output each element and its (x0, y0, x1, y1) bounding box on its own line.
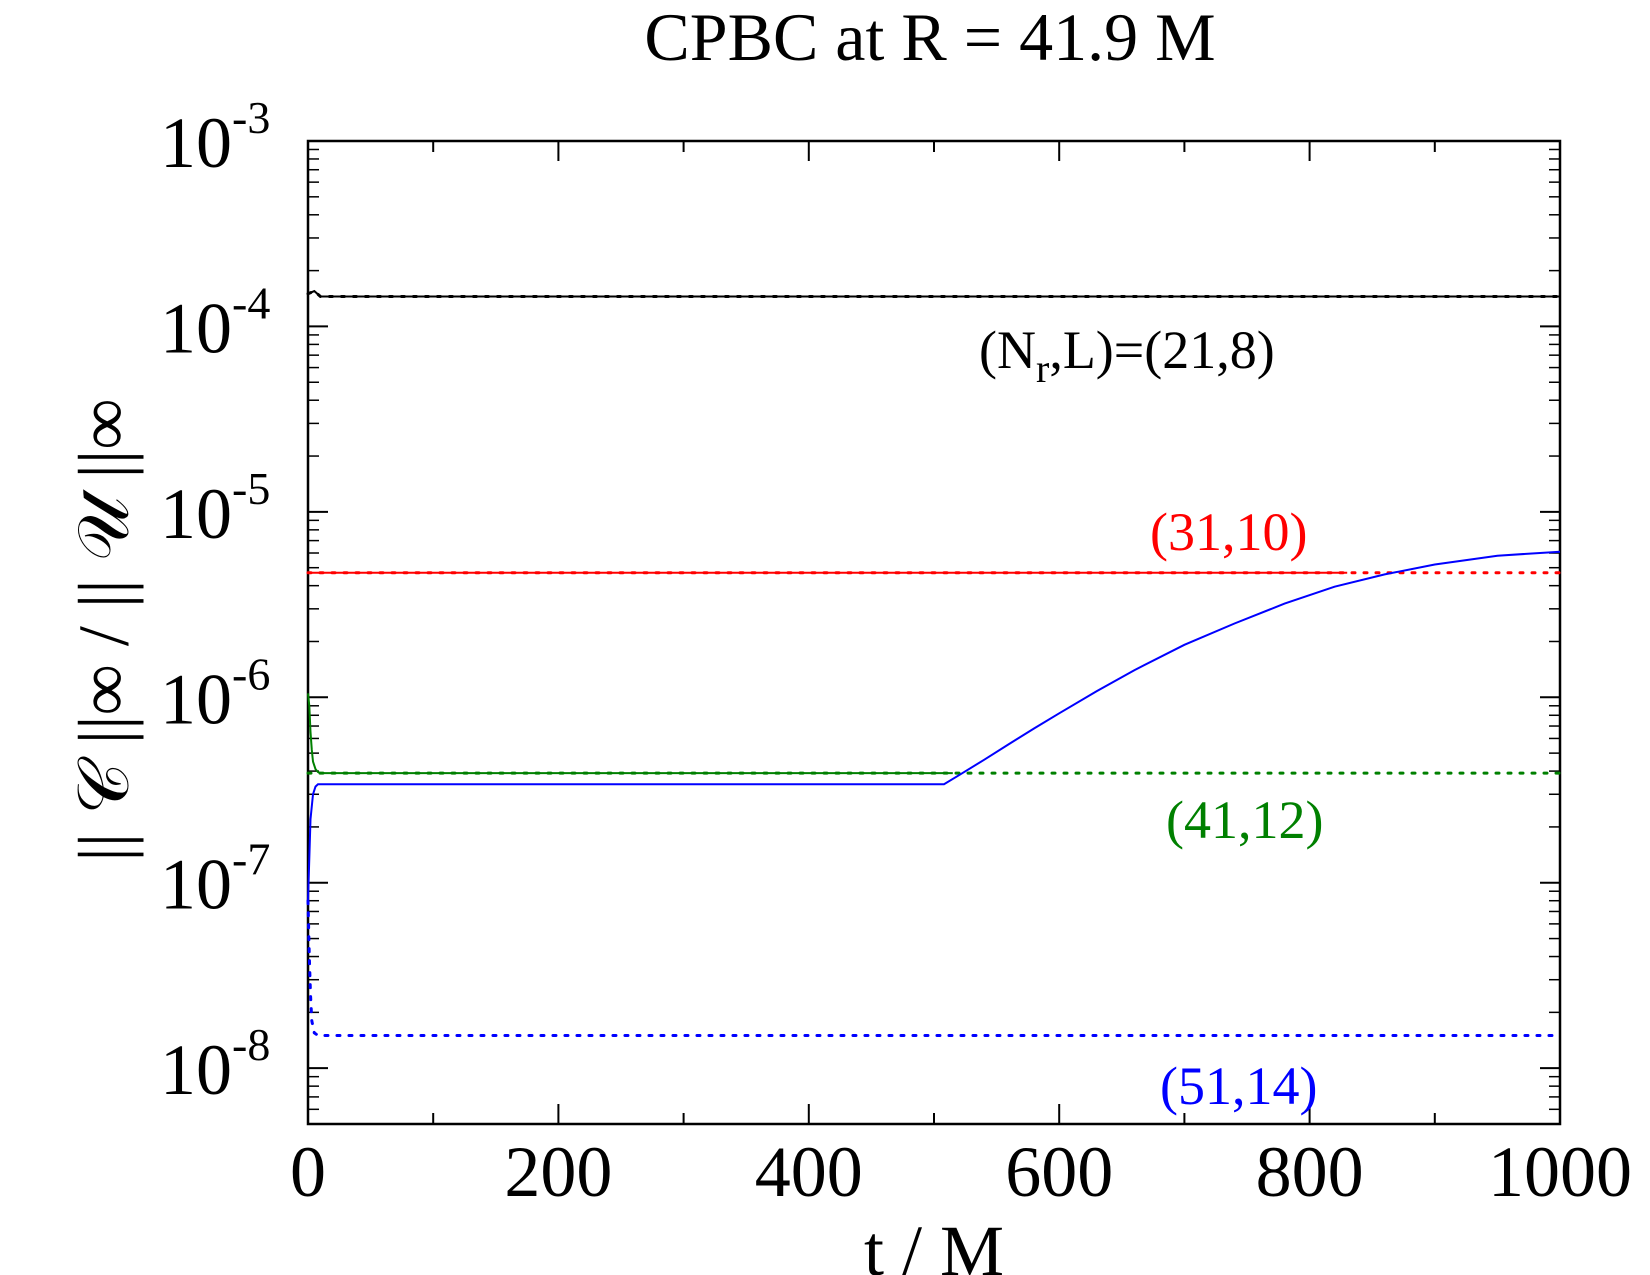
annotation-series-51-14: (51,14) (1160, 1056, 1317, 1116)
annotation-series-21-8: (Nr,L)=(21,8) (979, 320, 1275, 391)
series-line-7-solid (307, 550, 1561, 901)
y-tick-label: 10-8 (160, 1019, 270, 1110)
y-tick-label: 10-7 (160, 834, 270, 925)
x-axis-label: t / M (864, 1211, 1004, 1275)
x-tick-label: 400 (755, 1132, 863, 1212)
x-tick-label: 600 (1005, 1132, 1113, 1212)
x-tick-labels: 0 200 400 600 800 1000 (290, 1132, 1632, 1212)
x-tick-label: 0 (290, 1132, 326, 1212)
y-tick-label: 10-5 (160, 463, 270, 554)
chart-title: CPBC at R = 41.9 M (644, 0, 1215, 75)
annotation-series-41-12: (41,12) (1166, 790, 1323, 850)
x-tick-label: 200 (504, 1132, 612, 1212)
y-axis-label: || 𝒞 ||∞ / || 𝒰 ||∞ (64, 398, 144, 861)
y-tick-label: 10-4 (160, 277, 270, 368)
axis-ticks (307, 140, 1561, 1125)
x-tick-label: 800 (1256, 1132, 1364, 1212)
series-line-6-dotted (306, 899, 1562, 1037)
x-tick-label: 1000 (1488, 1132, 1632, 1212)
y-tick-label: 10-3 (160, 92, 270, 183)
series-line-5-solid (307, 693, 953, 775)
y-tick-label: 10-6 (160, 648, 270, 739)
y-tick-labels: 10-8 10-7 10-6 10-5 10-4 10-3 (160, 92, 270, 1110)
plot-frame (306, 139, 1562, 1126)
series-group (306, 289, 1562, 1037)
annotation-series-31-10: (31,10) (1150, 502, 1307, 562)
series-line-1-solid (307, 289, 1560, 298)
